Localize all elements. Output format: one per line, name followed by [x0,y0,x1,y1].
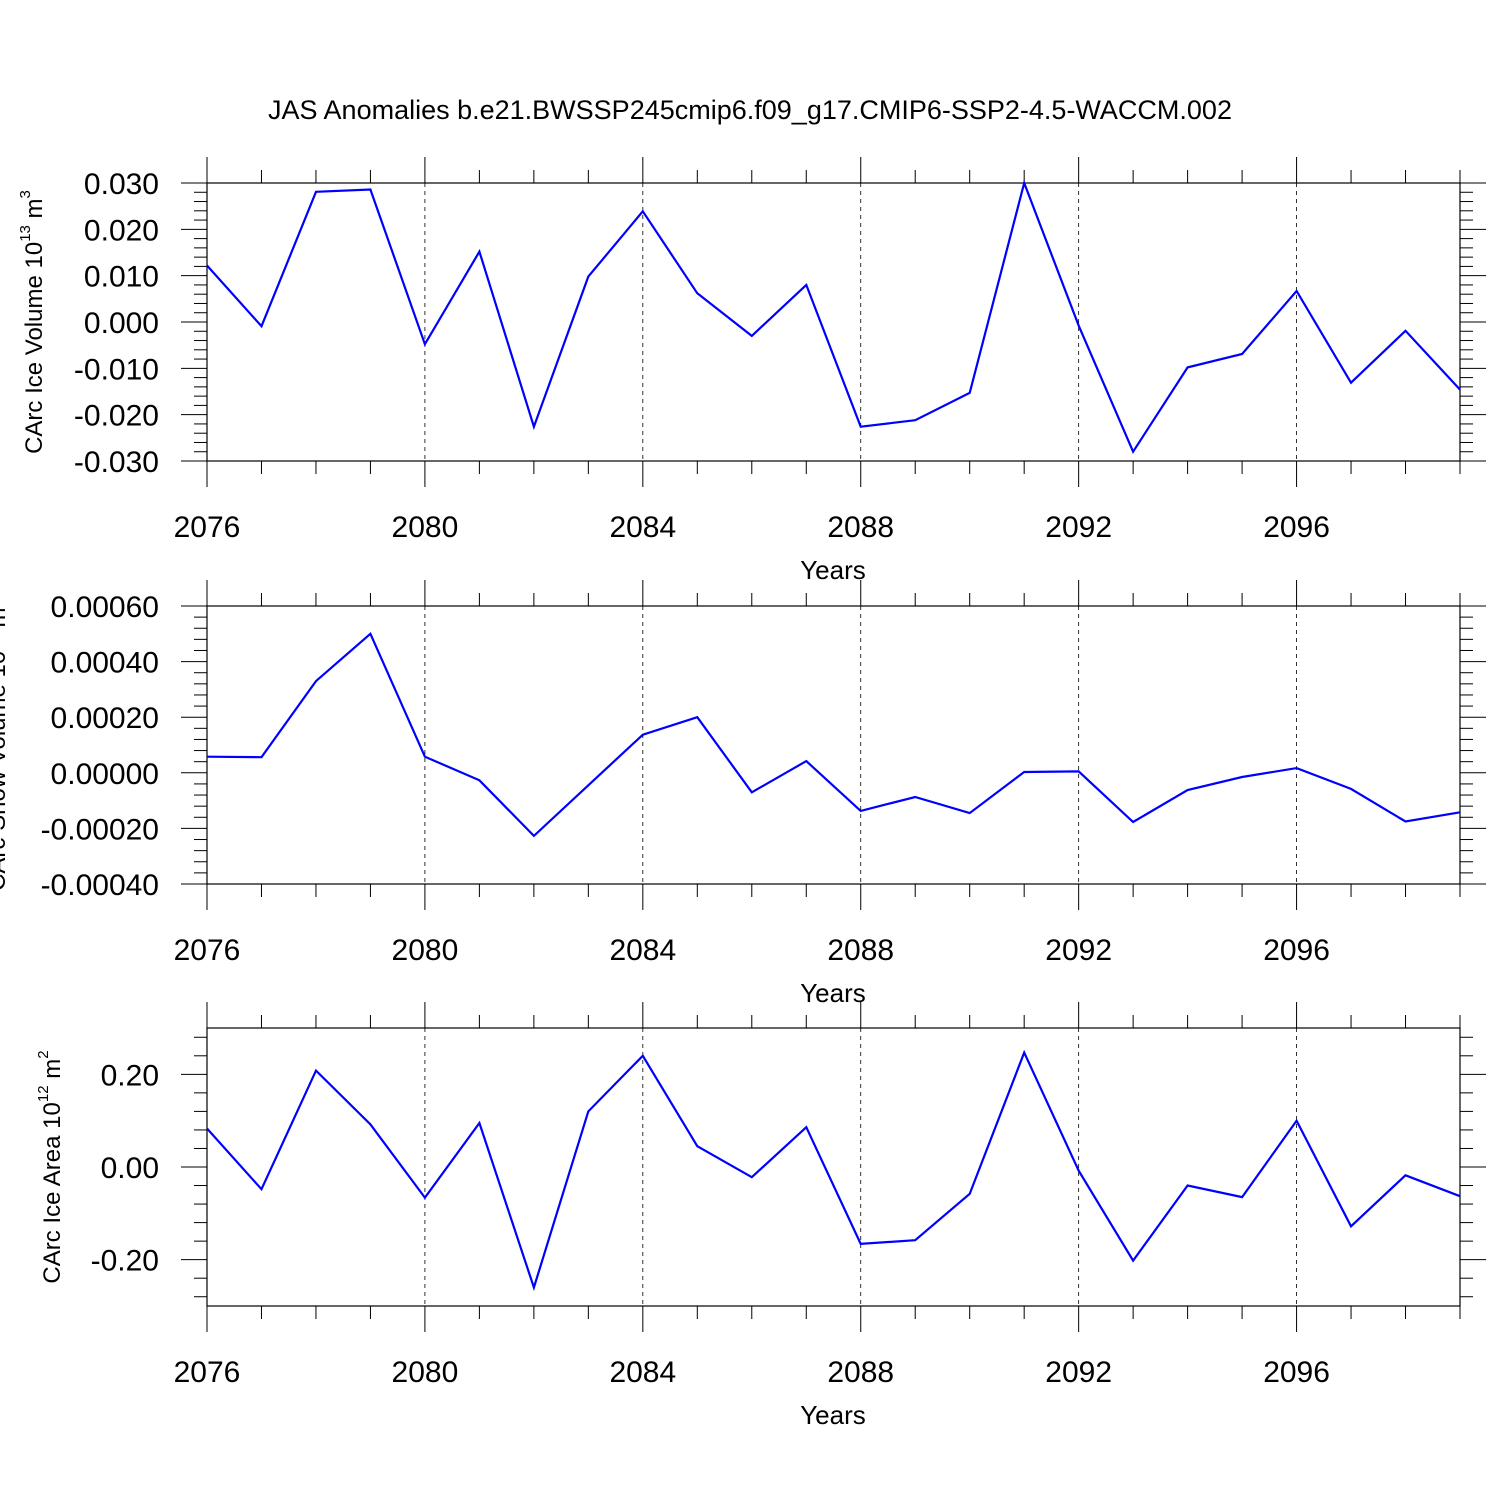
y-tick-label: 0.030 [84,168,159,201]
x-tick-label: 2092 [1045,934,1112,967]
y-axis-label-exponent: 12 [35,1085,52,1102]
y-axis-label-main: CArc Ice Volume 10 [21,242,48,454]
y-tick-label: 0.020 [84,214,159,247]
panel-ice-volume: Years CArc Ice Volume 1013 m3 2076 2080 20… [17,157,1486,585]
x-tick-label: 2076 [174,511,241,544]
y-axis-label-unit: m [0,607,11,634]
x-tick-label: 2084 [609,511,676,544]
panel-ice-area: Years CArc Ice Area 1012 m2 2076 2080 2084… [35,1002,1486,1430]
y-axis-label-exponent: 13 [17,225,34,242]
y-tick-label: -0.010 [74,353,159,386]
y-tick-label: -0.030 [74,446,159,479]
y-tick-label: 0.20 [101,1059,159,1092]
x-axis-label: Years [800,978,866,1008]
y-tick-label: 0.00020 [51,702,159,735]
series-line [206,631,1461,838]
y-axis-label-unit: m [21,198,48,225]
y-tick-label: 0.00 [101,1152,159,1185]
y-tick-label: 0.00000 [51,758,159,791]
x-tick-label: 2080 [392,1356,459,1389]
y-axis-label-unit-exponent: 3 [17,190,34,198]
x-tick-label: 2076 [174,1356,241,1389]
y-axis-label-unit: m [39,1059,66,1086]
y-tick-label: -0.20 [91,1245,159,1278]
y-tick-label: 0.00040 [51,647,159,680]
y-tick-label: 0.00060 [51,591,159,624]
y-tick-label: -0.00020 [41,813,159,846]
y-tick-label: -0.020 [74,400,159,433]
plot-frame [206,605,1461,885]
series-line [206,179,1461,455]
y-tick-label: 0.000 [84,307,159,340]
x-axis-label: Years [800,555,866,585]
x-tick-label: 2084 [609,1356,676,1389]
x-tick-label: 2096 [1263,934,1330,967]
series-line [206,1049,1461,1292]
x-tick-label: 2096 [1263,511,1330,544]
y-axis-label-main: CArc Ice Area 10 [39,1102,66,1283]
y-axis-label: CArc Snow Volume 1013 m3 [0,599,11,891]
x-tick-label: 2088 [827,934,894,967]
x-tick-label: 2076 [174,934,241,967]
x-tick-label: 2088 [827,511,894,544]
x-tick-label: 2088 [827,1356,894,1389]
y-axis-label-main: CArc Snow Volume 10 [0,651,11,891]
panel-snow-volume: Years CArc Snow Volume 1013 m3 2076 2080 2… [0,580,1486,1008]
y-tick-label: -0.00040 [41,869,159,902]
y-axis-label: CArc Ice Volume 1013 m3 [17,190,48,454]
plot-frame [206,182,1461,462]
x-tick-label: 2080 [392,511,459,544]
y-axis-label: CArc Ice Area 1012 m2 [35,1050,66,1283]
chart-title: JAS Anomalies b.e21.BWSSP245cmip6.f09_g1… [268,95,1232,125]
y-tick-label: 0.010 [84,261,159,294]
x-tick-label: 2080 [392,934,459,967]
x-tick-label: 2096 [1263,1356,1330,1389]
x-tick-label: 2092 [1045,511,1112,544]
plot-frame [206,1027,1461,1307]
y-axis-label-unit-exponent: 2 [35,1050,52,1058]
x-tick-label: 2092 [1045,1356,1112,1389]
x-tick-label: 2084 [609,934,676,967]
x-axis-label: Years [800,1400,866,1430]
